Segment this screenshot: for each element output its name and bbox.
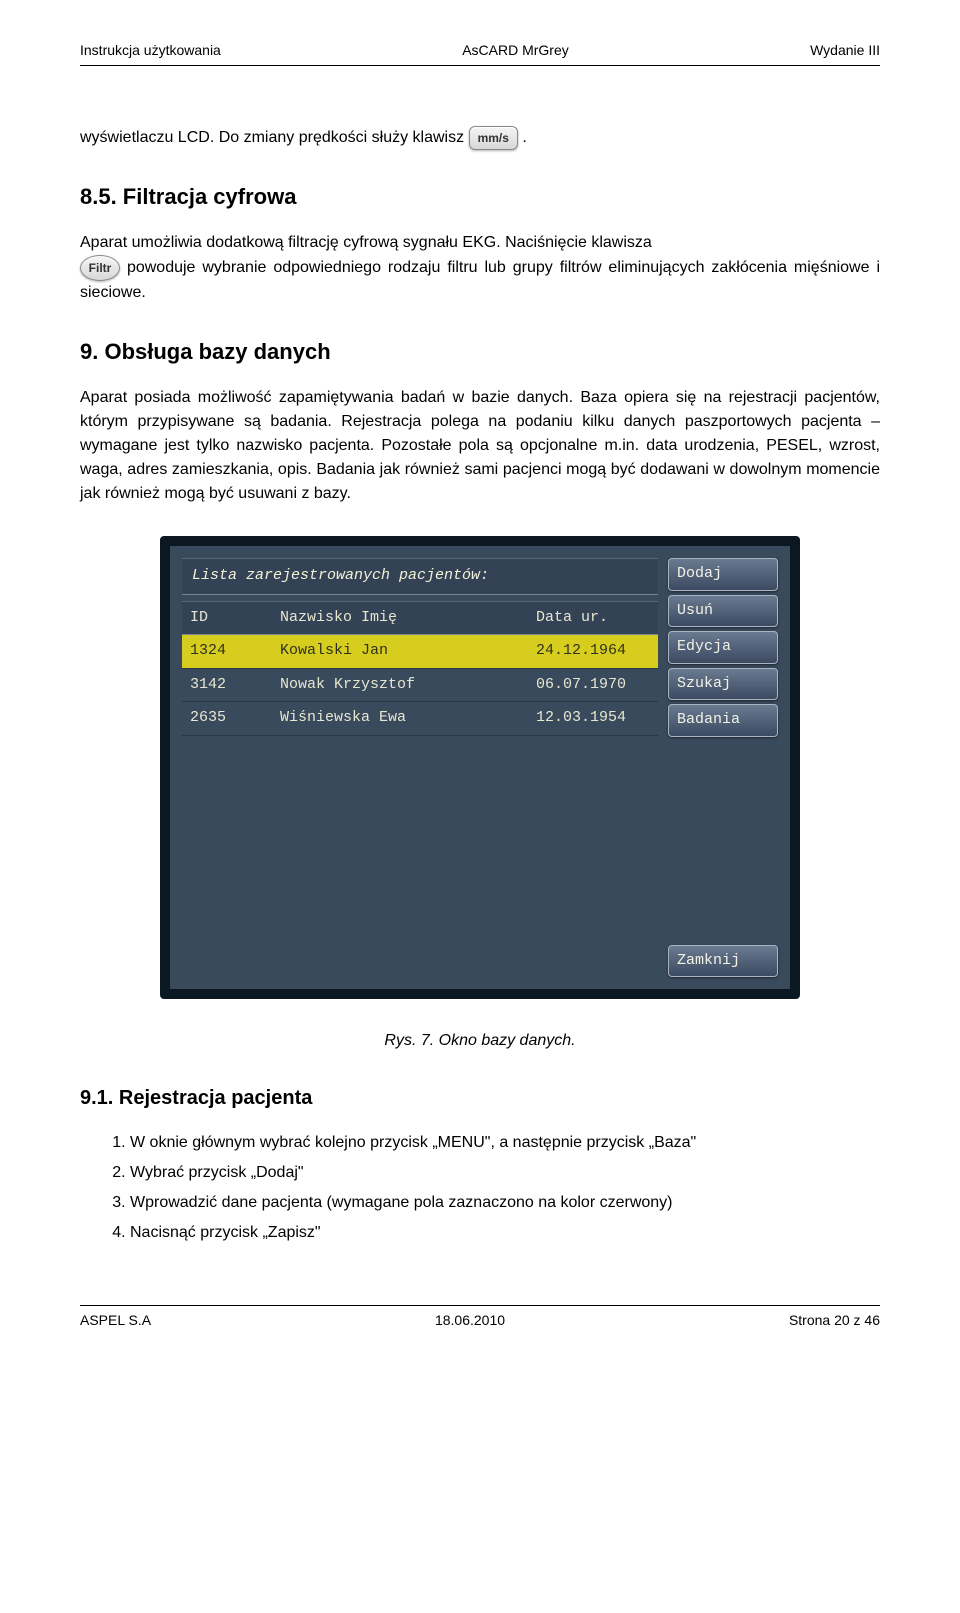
cell-id: 2635 (182, 702, 272, 735)
cell-id: 1324 (182, 635, 272, 668)
header-right: Wydanie III (810, 40, 880, 61)
section-9-1-title: 9.1. Rejestracja pacjenta (80, 1083, 880, 1113)
lcd-side-buttons: Dodaj Usuń Edycja Szukaj Badania Zamknij (668, 558, 778, 977)
search-button[interactable]: Szukaj (668, 668, 778, 701)
add-button[interactable]: Dodaj (668, 558, 778, 591)
list-item: Wprowadzić dane pacjenta (wymagane pola … (130, 1191, 880, 1215)
cell-name: Wiśniewska Ewa (272, 702, 528, 735)
study-button[interactable]: Badania (668, 704, 778, 737)
col-header-date: Data ur. (528, 602, 658, 635)
cell-date: 06.07.1970 (528, 669, 658, 702)
cell-name: Kowalski Jan (272, 635, 528, 668)
list-item: W oknie głównym wybrać kolejno przycisk … (130, 1131, 880, 1155)
patient-list-header: ID Nazwisko Imię Data ur. (182, 601, 658, 636)
patient-list-panel: Lista zarejestrowanych pacjentów: ID Naz… (182, 558, 658, 977)
col-header-id: ID (182, 602, 272, 635)
close-button[interactable]: Zamknij (668, 945, 778, 978)
cell-date: 24.12.1964 (528, 635, 658, 668)
footer-center: 18.06.2010 (435, 1310, 505, 1331)
cell-date: 12.03.1954 (528, 702, 658, 735)
mmps-key-icon: mm/s (469, 126, 518, 150)
patient-list-title: Lista zarejestrowanych pacjentów: (182, 558, 658, 595)
delete-button[interactable]: Usuń (668, 595, 778, 628)
filtr-key-icon: Filtr (80, 255, 120, 281)
intro-text-b: . (522, 129, 526, 146)
section-9-title: 9. Obsługa bazy danych (80, 335, 880, 368)
cell-id: 3142 (182, 669, 272, 702)
edit-button[interactable]: Edycja (668, 631, 778, 664)
col-header-name: Nazwisko Imię (272, 602, 528, 635)
figure-7-caption: Rys. 7. Okno bazy danych. (80, 1029, 880, 1053)
list-item: Nacisnąć przycisk „Zapisz" (130, 1221, 880, 1245)
cell-name: Nowak Krzysztof (272, 669, 528, 702)
sec85-p1: Aparat umożliwia dodatkową filtrację cyf… (80, 234, 652, 251)
table-row[interactable]: 1324 Kowalski Jan 24.12.1964 (182, 635, 658, 669)
header-left: Instrukcja użytkowania (80, 40, 221, 61)
section-8-5-title: 8.5. Filtracja cyfrowa (80, 180, 880, 213)
list-item: Wybrać przycisk „Dodaj" (130, 1161, 880, 1185)
registration-steps: W oknie głównym wybrać kolejno przycisk … (80, 1131, 880, 1245)
intro-text-a: wyświetlaczu LCD. Do zmiany prędkości sł… (80, 129, 469, 146)
table-row[interactable]: 2635 Wiśniewska Ewa 12.03.1954 (182, 702, 658, 736)
lcd-spacer (668, 741, 778, 941)
footer-left: ASPEL S.A (80, 1310, 151, 1331)
intro-paragraph: wyświetlaczu LCD. Do zmiany prędkości sł… (80, 126, 880, 150)
sec85-paragraph: Aparat umożliwia dodatkową filtrację cyf… (80, 231, 880, 305)
footer-right: Strona 20 z 46 (789, 1310, 880, 1331)
table-row[interactable]: 3142 Nowak Krzysztof 06.07.1970 (182, 669, 658, 703)
page-header: Instrukcja użytkowania AsCARD MrGrey Wyd… (80, 40, 880, 66)
header-center: AsCARD MrGrey (462, 40, 569, 61)
sec85-p2: powoduje wybranie odpowiedniego rodzaju … (80, 259, 880, 301)
page-footer: ASPEL S.A 18.06.2010 Strona 20 z 46 (80, 1305, 880, 1331)
sec9-paragraph: Aparat posiada możliwość zapamiętywania … (80, 386, 880, 506)
lcd-screenshot: Lista zarejestrowanych pacjentów: ID Naz… (160, 536, 800, 999)
